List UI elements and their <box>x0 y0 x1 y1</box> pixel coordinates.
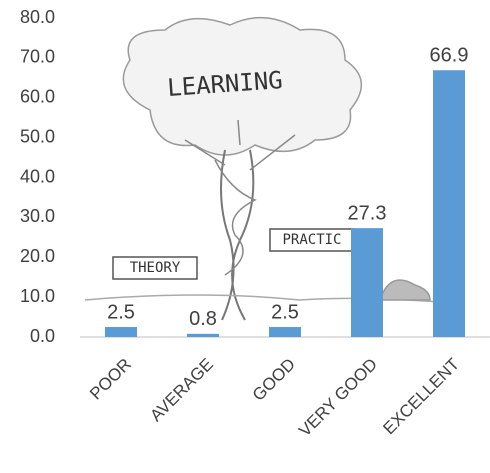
data-label: 2.5 <box>107 301 135 323</box>
x-tick-label: EXCELLENT <box>379 355 463 439</box>
y-tick-label: 40.0 <box>20 166 55 186</box>
y-tick-label: 0.0 <box>30 326 55 346</box>
y-tick-label: 30.0 <box>20 206 55 226</box>
y-tick-label: 70.0 <box>20 47 55 67</box>
bar <box>105 327 137 337</box>
tree-illustration <box>84 16 441 321</box>
bar <box>351 228 383 337</box>
y-tick-label: 20.0 <box>20 246 55 266</box>
x-tick-label: AVERAGE <box>146 355 217 426</box>
annotation: THEORY <box>130 260 181 276</box>
bar <box>433 70 465 337</box>
y-tick-label: 80.0 <box>20 7 55 27</box>
annotation: PRACTIC <box>282 232 341 248</box>
x-tick-label: POOR <box>86 355 135 404</box>
y-tick-label: 60.0 <box>20 87 55 107</box>
data-label: 66.9 <box>430 45 469 67</box>
data-label: 27.3 <box>348 202 387 224</box>
data-label: 2.5 <box>271 301 299 323</box>
bar <box>187 333 219 337</box>
y-tick-label: 10.0 <box>20 286 55 306</box>
data-label: 0.8 <box>189 308 217 330</box>
x-tick-label: GOOD <box>249 355 299 405</box>
bar <box>269 327 301 337</box>
y-tick-label: 50.0 <box>20 126 55 146</box>
x-tick-label: VERY GOOD <box>295 355 381 441</box>
